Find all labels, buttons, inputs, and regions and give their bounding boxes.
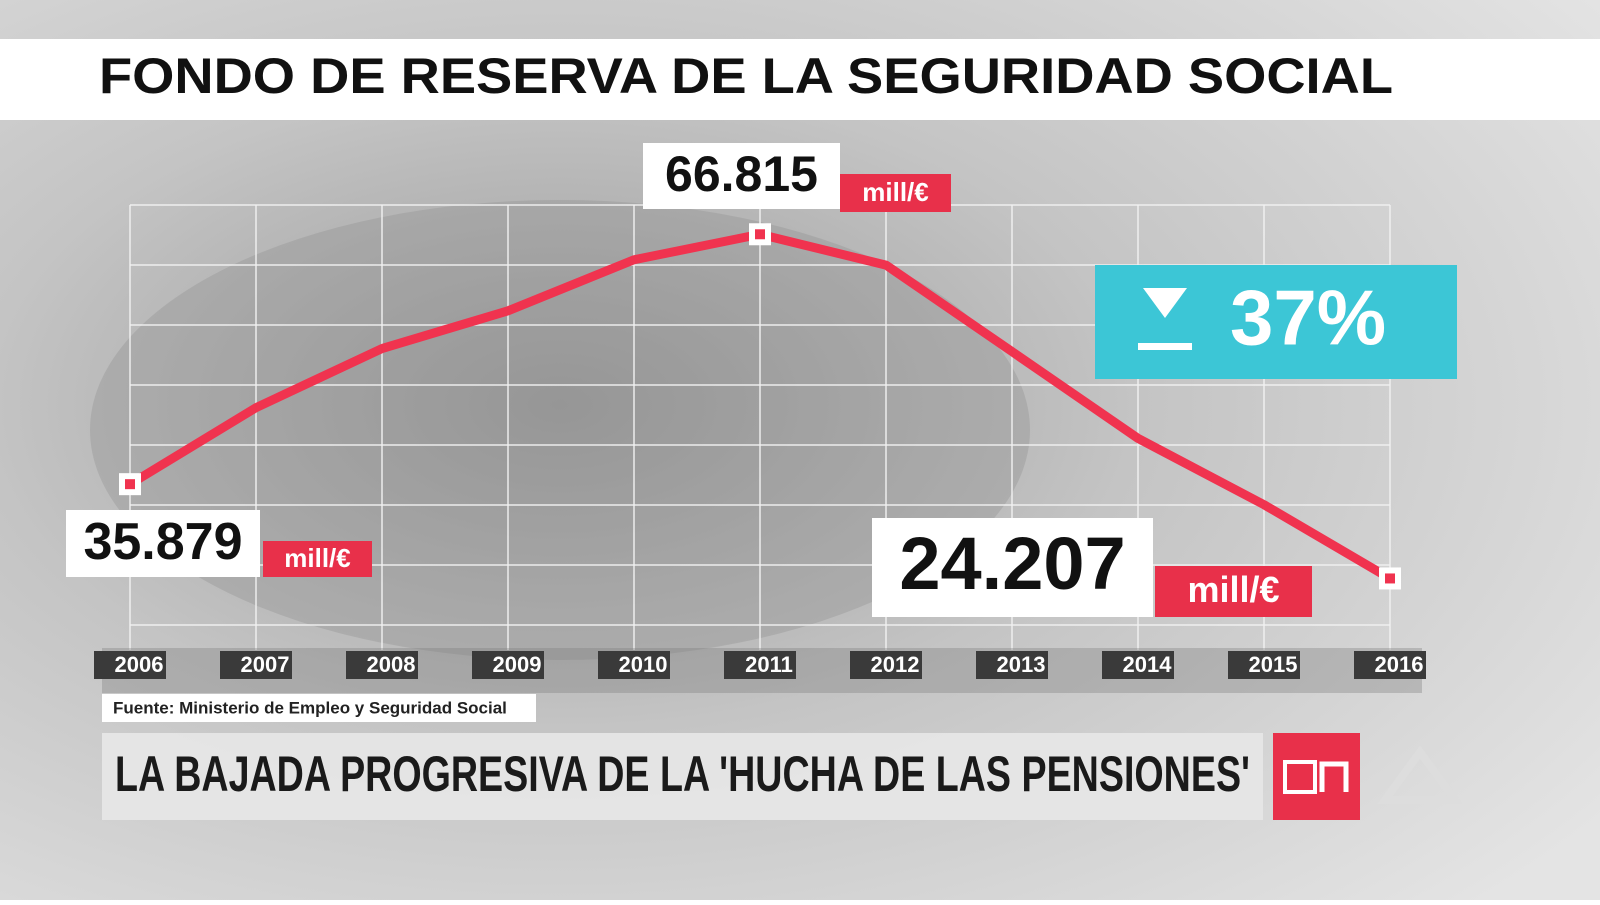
plot bbox=[119, 223, 1401, 590]
x-tick-label: 2016 bbox=[1375, 652, 1424, 677]
network-logo bbox=[1377, 745, 1463, 804]
x-tick-label: 2008 bbox=[367, 652, 416, 677]
point-marker-center bbox=[1385, 573, 1395, 584]
x-tick-label: 2015 bbox=[1249, 652, 1298, 677]
unit-box bbox=[263, 541, 372, 577]
x-tick-box bbox=[598, 651, 670, 679]
point-marker-center bbox=[125, 479, 135, 490]
headline: LA BAJADA PROGRESIVA DE LA 'HUCHA DE LAS… bbox=[115, 746, 1250, 802]
x-tick-box bbox=[1102, 651, 1174, 679]
x-tick-label: 2009 bbox=[493, 652, 542, 677]
x-tick-label: 2007 bbox=[241, 652, 290, 677]
unit-box bbox=[1155, 566, 1312, 617]
labels: 35.879 mill/€ 66.815 mill/€ 24.207 mill/€ bbox=[66, 143, 1312, 617]
x-tick-label: 2013 bbox=[997, 652, 1046, 677]
change-badge bbox=[1095, 265, 1457, 379]
x-tick-box bbox=[220, 651, 292, 679]
logo-shape bbox=[1319, 761, 1349, 792]
unit-box bbox=[840, 174, 951, 212]
value-label: 35.879 bbox=[83, 513, 242, 571]
source-box bbox=[102, 694, 536, 722]
change-label: 37% bbox=[1230, 274, 1386, 362]
x-tick-box bbox=[94, 651, 166, 679]
x-tick-box bbox=[346, 651, 418, 679]
x-tick-label: 2012 bbox=[871, 652, 920, 677]
unit-label: mill/€ bbox=[862, 177, 928, 207]
unit-label: mill/€ bbox=[284, 543, 350, 573]
x-tick-box bbox=[1354, 651, 1426, 679]
x-tick-box bbox=[850, 651, 922, 679]
title-bar bbox=[0, 39, 1600, 120]
x-tick-label: 2011 bbox=[745, 652, 793, 677]
x-tick-label: 2014 bbox=[1123, 652, 1173, 677]
value-label-box bbox=[66, 510, 260, 577]
logo-shape bbox=[1283, 760, 1317, 794]
x-tick-box bbox=[1228, 651, 1300, 679]
x-tick-label: 2006 bbox=[115, 652, 164, 677]
value-label: 66.815 bbox=[665, 146, 818, 202]
arrow-base bbox=[1138, 343, 1192, 350]
value-label-box bbox=[643, 143, 840, 209]
x-tick-box bbox=[724, 651, 796, 679]
down-arrow bbox=[1143, 288, 1187, 318]
chart-title: FONDO DE RESERVA DE LA SEGURIDAD SOCIAL bbox=[99, 48, 1393, 104]
value-label: 24.207 bbox=[899, 522, 1125, 605]
x-tick-label: 2010 bbox=[619, 652, 668, 677]
value-label-box bbox=[872, 518, 1153, 617]
point-marker-center bbox=[755, 229, 765, 240]
x-tick-box bbox=[976, 651, 1048, 679]
x-tick-box bbox=[472, 651, 544, 679]
source: Fuente: Ministerio de Empleo y Seguridad… bbox=[113, 698, 507, 717]
unit-label: mill/€ bbox=[1187, 569, 1279, 610]
headline-bar bbox=[102, 733, 1263, 820]
